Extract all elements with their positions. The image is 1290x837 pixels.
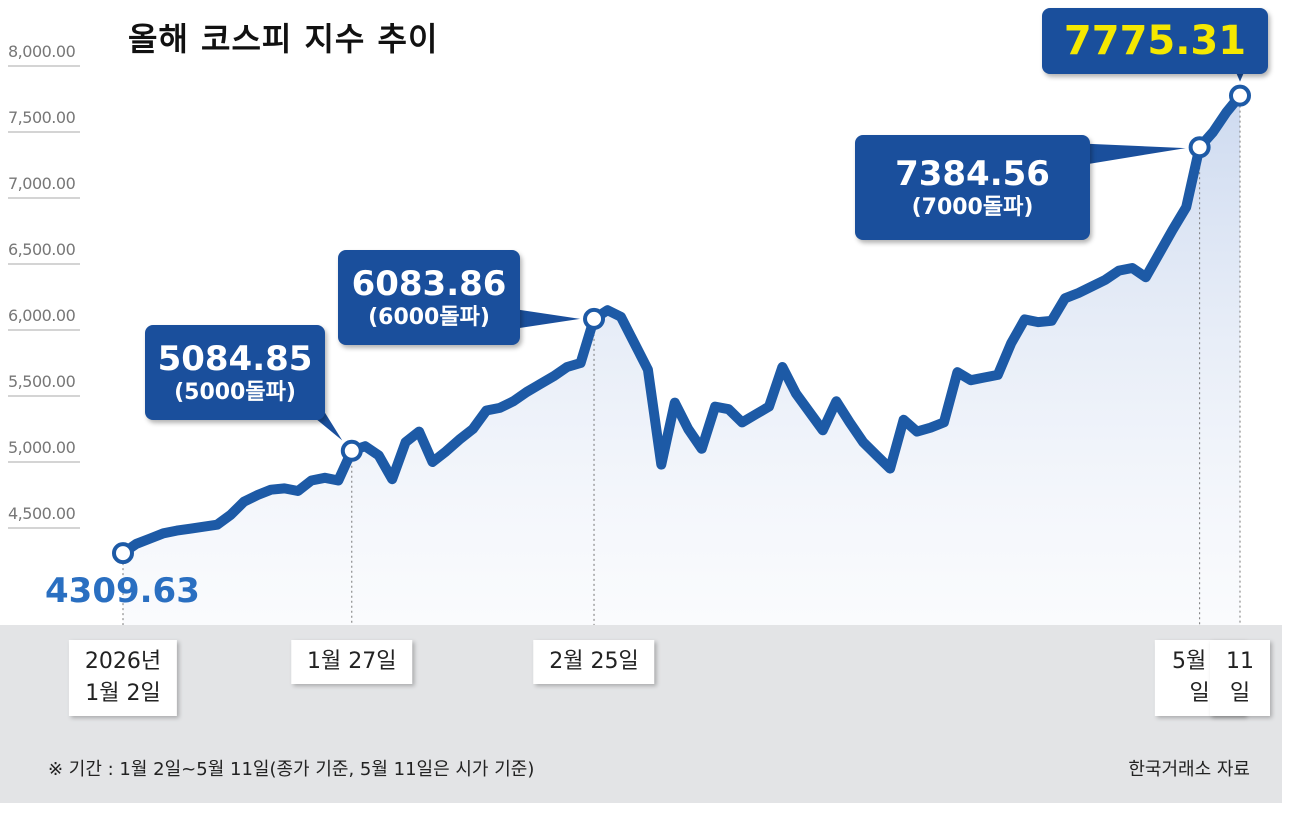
x-tick-label: 1월 27일 bbox=[291, 640, 413, 684]
point-marker bbox=[583, 307, 606, 330]
point-marker bbox=[112, 542, 134, 565]
line bbox=[118, 90, 1245, 559]
value-note: (5000돌파) bbox=[174, 379, 296, 405]
value-label: 7384.56 bbox=[895, 153, 1050, 194]
callout: 5084.85 (5000돌파) bbox=[145, 325, 325, 420]
callout-pointer bbox=[500, 306, 581, 331]
y-tick-label: 5,000.00 bbox=[8, 438, 76, 457]
value-label: 5084.85 bbox=[157, 338, 313, 379]
callout: 6083.86 (6000돌파) bbox=[338, 250, 520, 345]
callout-pointer bbox=[293, 400, 343, 441]
value-label: 4309.63 bbox=[45, 571, 200, 612]
y-tick-label: 6,000.00 bbox=[8, 306, 76, 325]
callout: 7384.56 (7000돌파) bbox=[855, 135, 1090, 240]
chart-title: 올해 코스피 지수 추이 bbox=[128, 20, 439, 58]
y-tick-label: 4,500.00 bbox=[8, 504, 76, 523]
y-tick-label: 6,500.00 bbox=[8, 240, 76, 259]
point-marker bbox=[1188, 136, 1211, 159]
x-tick-label: 2월 25일 bbox=[533, 640, 655, 684]
point-marker bbox=[340, 439, 363, 462]
value-label: 7775.31 bbox=[1063, 18, 1247, 64]
callout-pointer bbox=[1070, 143, 1186, 167]
y-tick-label: 8,000.00 bbox=[8, 42, 76, 61]
footnote: ※ 기간 : 1월 2일~5월 11일(종가 기준, 5월 11일은 시가 기준… bbox=[48, 759, 535, 780]
area bbox=[123, 95, 1240, 625]
value-note: (6000돌파) bbox=[368, 304, 490, 330]
x-tick-label: 11일 bbox=[1210, 640, 1270, 716]
value-label: 6083.86 bbox=[351, 263, 507, 304]
callout: 7775.31 bbox=[1042, 8, 1268, 74]
value-note: (7000돌파) bbox=[911, 194, 1034, 220]
y-tick-label: 7,500.00 bbox=[8, 108, 76, 127]
y-tick-label: 7,000.00 bbox=[8, 174, 76, 193]
point-marker bbox=[1229, 84, 1251, 107]
y-tick-label: 5,500.00 bbox=[8, 372, 76, 391]
source: 한국거래소 자료 bbox=[1128, 759, 1250, 780]
x-tick-label: 2026년 1월 2일 bbox=[68, 640, 178, 716]
